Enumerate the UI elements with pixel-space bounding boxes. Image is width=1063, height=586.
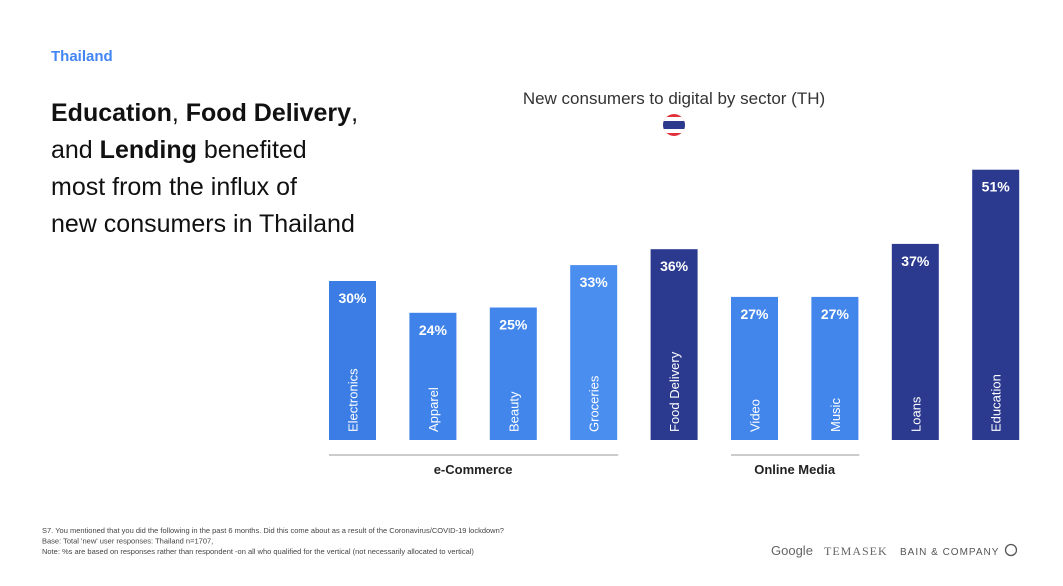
logo-bain: BAIN & COMPANY [900,547,999,558]
value-label: 30% [338,290,367,306]
footnotes: S7. You mentioned that you did the follo… [42,526,504,556]
headline-text: new consumers in Thailand [51,210,355,238]
category-label: Loans [908,396,923,432]
category-label: Apparel [426,387,441,432]
headline-text: most from the influx of [51,173,297,201]
category-label: Groceries [587,375,602,432]
headline-line: new consumers in Thailand [51,210,355,238]
chart-title: New consumers to digital by sector (TH) [523,89,825,108]
bar [489,307,537,440]
footnote: Base: Total 'new' user responses: Thaila… [42,537,213,546]
category-label: Food Delivery [667,351,682,432]
bar [329,281,376,440]
bar [972,169,1020,440]
headline-line: most from the influx of [51,173,297,201]
bar [731,296,778,440]
category-label: Electronics [346,368,361,432]
headline-bold: Education [51,99,172,127]
bar [811,296,859,440]
thai-flag [663,114,685,136]
headline-line: and Lending benefited [51,136,307,164]
value-label: 37% [901,253,930,269]
headline-line: Education, Food Delivery, [51,99,358,127]
bar [891,243,939,440]
value-label: 25% [499,317,528,333]
region-label: Thailand [51,48,113,65]
logo-temasek: TEMASEK [824,544,888,558]
value-label: 27% [821,306,850,322]
value-label: 36% [660,258,689,274]
headline-text: , [351,99,358,127]
logo-google: Google [771,543,813,558]
headline-text: benefited [197,136,307,164]
footnote: S7. You mentioned that you did the follo… [42,526,504,535]
headline-bold: Food Delivery [186,99,351,127]
bar [650,249,698,440]
category-label: Video [748,399,763,432]
category-label: Music [828,398,843,432]
category-label: Beauty [506,391,521,432]
category-label: Education [989,374,1004,432]
headline-text: and [51,136,100,164]
value-label: 51% [982,179,1011,195]
headline-text: , [172,99,186,127]
logos: Google TEMASEK BAIN & COMPANY [771,543,1018,558]
logo-icon [1004,543,1018,557]
headline-bold: Lending [100,136,197,164]
value-label: 24% [419,322,448,338]
bar-chart: 30% Electronics 24% Apparel 25% Beauty 33% Groc… [329,169,1020,477]
headline: Education, Food Delivery, and Lending ben… [51,99,358,238]
footnote: Note: %s are based on responses rather t… [42,547,474,556]
value-label: 33% [580,274,609,290]
bar [570,265,618,440]
group-label: Online Media [754,462,836,477]
bar [409,312,457,440]
value-label: 27% [740,306,769,322]
group-label: e-Commerce [434,462,513,477]
